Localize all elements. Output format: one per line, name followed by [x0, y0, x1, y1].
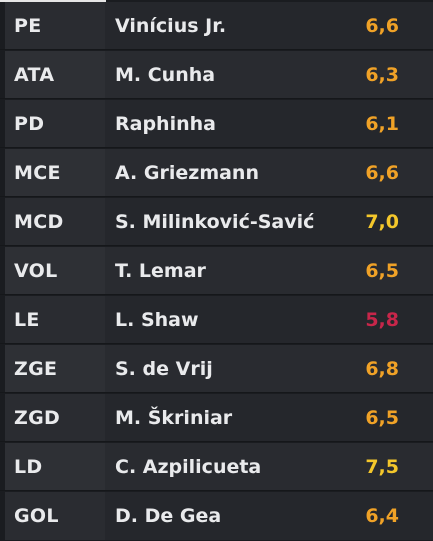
player-position: MCE — [14, 162, 61, 184]
position-cell — [5, 198, 105, 246]
position-cell — [5, 247, 105, 295]
player-row[interactable]: ZGE S. de Vrij 6,8 — [0, 345, 433, 393]
player-name: Vinícius Jr. — [115, 15, 227, 37]
row-divider — [0, 196, 433, 197]
player-position: ZGE — [14, 358, 58, 380]
player-name: L. Shaw — [115, 309, 199, 331]
player-name: A. Griezmann — [115, 162, 259, 184]
top-accent-line — [0, 0, 106, 2]
player-position: VOL — [14, 260, 58, 282]
player-name: Raphinha — [115, 113, 216, 135]
player-position: LD — [14, 456, 43, 478]
player-rating: 6,1 — [365, 113, 399, 135]
player-rating: 7,5 — [365, 456, 399, 478]
player-row[interactable]: PD Raphinha 6,1 — [0, 100, 433, 148]
position-cell — [5, 394, 105, 442]
player-row[interactable]: LD C. Azpilicueta 7,5 — [0, 443, 433, 491]
name-cell — [105, 198, 433, 246]
player-name: C. Azpilicueta — [115, 456, 262, 478]
player-row[interactable]: MCE A. Griezmann 6,6 — [0, 149, 433, 197]
player-rating: 6,3 — [365, 64, 399, 86]
player-rating: 6,8 — [365, 358, 399, 380]
player-rating: 6,6 — [365, 15, 399, 37]
player-position: MCD — [14, 211, 64, 233]
player-name: M. Škriniar — [115, 407, 233, 429]
player-name: S. Milinković-Savić — [115, 211, 315, 233]
row-divider — [0, 245, 433, 246]
row-divider — [0, 147, 433, 148]
name-cell — [105, 443, 433, 491]
player-rating: 6,4 — [365, 505, 399, 527]
player-rating: 6,5 — [365, 260, 399, 282]
row-divider — [0, 490, 433, 491]
player-rating: 5,8 — [365, 309, 399, 331]
player-position: PD — [14, 113, 45, 135]
player-position: LE — [14, 309, 40, 331]
position-cell — [5, 345, 105, 393]
position-cell — [5, 443, 105, 491]
player-position: GOL — [14, 505, 59, 527]
player-row[interactable]: VOL T. Lemar 6,5 — [0, 247, 433, 295]
name-cell — [105, 2, 433, 50]
player-row[interactable]: ZGD M. Škriniar 6,5 — [0, 394, 433, 442]
player-row[interactable]: GOL D. De Gea 6,4 — [0, 492, 433, 540]
player-row[interactable]: MCD S. Milinković-Savić 7,0 — [0, 198, 433, 246]
player-rating: 6,5 — [365, 407, 399, 429]
player-rating: 7,0 — [365, 211, 399, 233]
player-name: D. De Gea — [115, 505, 222, 527]
name-cell — [105, 394, 433, 442]
position-cell — [5, 149, 105, 197]
player-position: ATA — [14, 64, 55, 86]
name-cell — [105, 492, 433, 540]
name-cell — [105, 296, 433, 344]
position-cell — [5, 51, 105, 99]
position-cell — [5, 2, 105, 50]
player-position: PE — [14, 15, 42, 37]
position-cell — [5, 296, 105, 344]
row-divider — [0, 98, 433, 99]
player-rating: 6,6 — [365, 162, 399, 184]
row-divider — [0, 441, 433, 442]
player-row[interactable]: LE L. Shaw 5,8 — [0, 296, 433, 344]
player-position: ZGD — [14, 407, 61, 429]
name-cell — [105, 247, 433, 295]
row-divider — [0, 294, 433, 295]
name-cell — [105, 345, 433, 393]
player-name: M. Cunha — [115, 64, 216, 86]
player-name: T. Lemar — [115, 260, 206, 282]
row-divider — [0, 392, 433, 393]
player-name: S. de Vrij — [115, 358, 213, 380]
name-cell — [105, 149, 433, 197]
player-row[interactable]: ATA M. Cunha 6,3 — [0, 51, 433, 99]
position-cell — [5, 100, 105, 148]
position-cell — [5, 492, 105, 540]
row-divider — [0, 49, 433, 50]
player-row[interactable]: PE Vinícius Jr. 6,6 — [0, 2, 433, 50]
name-cell — [105, 100, 433, 148]
row-divider — [0, 343, 433, 344]
name-cell — [105, 51, 433, 99]
